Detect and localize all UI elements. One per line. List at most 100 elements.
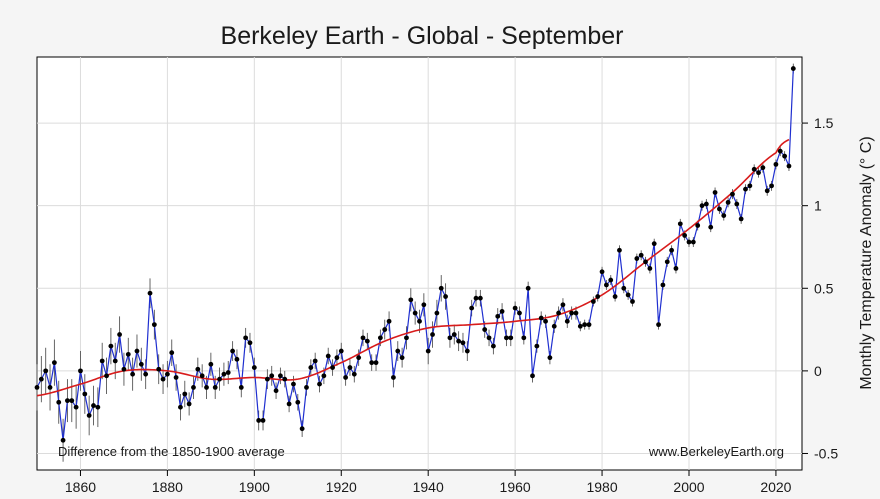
chart-title: Berkeley Earth - Global - September: [221, 22, 624, 50]
data-point: [312, 358, 318, 364]
data-point: [630, 299, 635, 304]
data-point: [608, 277, 614, 283]
data-point: [56, 399, 62, 405]
data-point: [573, 310, 579, 316]
data-point: [730, 191, 735, 197]
data-point: [456, 338, 462, 344]
data-point: [112, 358, 118, 364]
data-point: [482, 327, 488, 332]
y-axis-ticks: -0.5 0 0.5 1 1.5: [802, 115, 838, 461]
data-point: [65, 398, 70, 404]
plot-area: [36, 56, 803, 471]
data-point: [473, 295, 479, 301]
data-point: [599, 269, 605, 275]
data-point: [73, 404, 79, 410]
data-point: [486, 335, 492, 341]
data-point: [690, 239, 696, 245]
data-point: [447, 335, 453, 341]
data-point: [86, 413, 92, 418]
data-point: [604, 282, 609, 288]
data-point: [130, 371, 136, 377]
data-point: [134, 348, 140, 354]
data-point: [147, 290, 153, 296]
baseline-note: Difference from the 1850-1900 average: [58, 444, 285, 459]
data-point: [169, 350, 175, 356]
x-tick-label: 1900: [239, 479, 270, 495]
data-point: [160, 376, 166, 382]
data-point: [38, 376, 44, 382]
data-point: [556, 310, 561, 316]
data-point: [351, 371, 357, 377]
data-point: [530, 373, 535, 379]
data-point: [360, 335, 366, 341]
x-tick-label: 2000: [673, 479, 704, 495]
data-point: [756, 170, 761, 176]
data-point: [582, 322, 588, 328]
data-point: [460, 340, 466, 346]
data-point: [238, 385, 244, 390]
y-axis-label: Monthly Temperature Anomaly (° C): [858, 136, 875, 389]
data-point: [264, 376, 270, 382]
data-point: [364, 338, 370, 344]
data-point: [760, 165, 766, 171]
data-point: [547, 355, 553, 361]
data-point: [386, 318, 392, 324]
data-point: [295, 399, 301, 405]
data-point: [451, 332, 457, 337]
data-point: [569, 310, 575, 316]
data-point: [469, 305, 475, 311]
data-point: [212, 385, 218, 390]
data-point: [495, 313, 501, 319]
x-axis-ticks: 1860 1880 1900 1920 1940 1960 1980 2000 2020: [65, 470, 792, 495]
data-point: [560, 302, 566, 308]
data-point: [282, 376, 288, 382]
data-point: [421, 302, 427, 308]
data-point: [399, 355, 405, 361]
data-point: [182, 391, 188, 397]
data-point: [747, 183, 753, 189]
data-point: [138, 361, 144, 367]
data-point: [703, 201, 709, 207]
data-point: [634, 256, 640, 261]
data-point: [104, 373, 109, 379]
data-point: [164, 371, 170, 377]
data-point: [408, 297, 414, 303]
data-point: [82, 391, 88, 397]
data-point: [638, 252, 644, 258]
data-point: [204, 385, 209, 390]
data-point: [525, 285, 531, 291]
data-point: [395, 348, 401, 354]
data-point: [151, 322, 157, 328]
data-point: [217, 376, 222, 382]
data-points: [34, 66, 796, 443]
data-point: [269, 373, 275, 379]
data-point: [417, 318, 422, 324]
data-point: [643, 259, 648, 265]
y-tick-label: 0: [814, 363, 822, 379]
data-point: [299, 426, 305, 432]
data-point: [425, 348, 431, 354]
data-point: [434, 310, 440, 316]
data-point: [356, 355, 362, 361]
data-point: [790, 66, 796, 71]
data-point: [751, 166, 757, 172]
data-point: [443, 294, 448, 299]
data-point: [334, 355, 340, 361]
data-point: [251, 365, 257, 370]
data-point: [191, 385, 196, 390]
data-point: [490, 343, 496, 349]
data-point: [247, 340, 253, 346]
data-point: [47, 385, 53, 390]
data-point: [699, 203, 705, 209]
data-point: [586, 322, 592, 328]
data-point: [534, 343, 540, 349]
data-point: [43, 368, 49, 374]
data-point: [669, 247, 675, 253]
data-point: [195, 366, 201, 372]
y-tick-label: 1: [814, 198, 822, 214]
data-point: [256, 418, 262, 423]
data-point: [260, 418, 266, 423]
data-point: [612, 294, 618, 299]
data-point: [782, 153, 788, 159]
